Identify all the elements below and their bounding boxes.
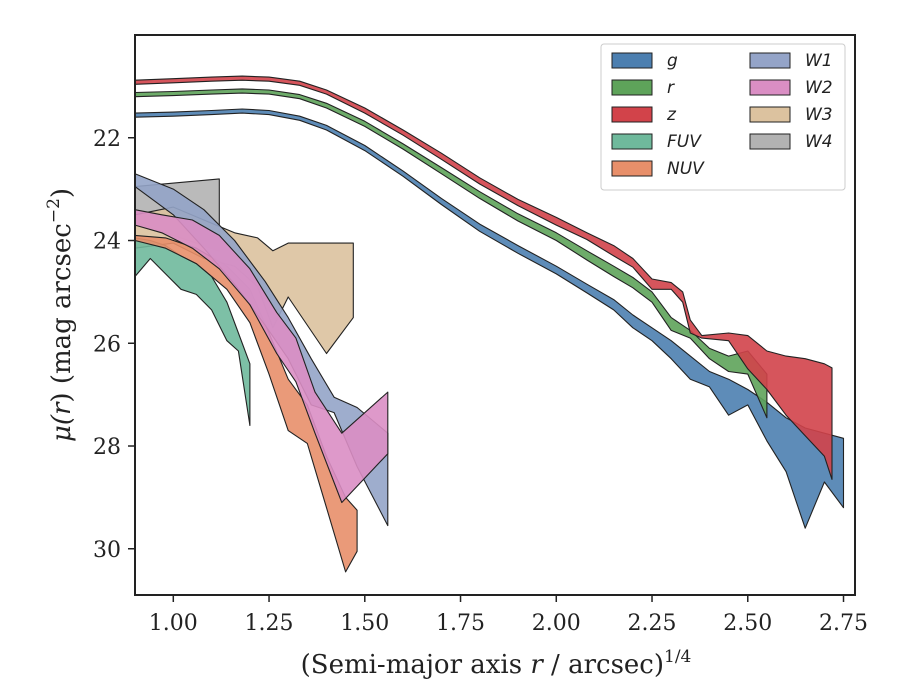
legend-label-fuv: FUV: [667, 132, 702, 152]
plot-bands: [134, 75, 845, 573]
legend-label-g: g: [667, 51, 678, 71]
legend: grz FUV NUV W1 W2 W3 W4: [600, 43, 846, 191]
x-tick-label: 1.75: [436, 611, 485, 636]
band-g: [134, 108, 845, 529]
legend-swatch-fuv: [611, 133, 653, 150]
legend-swatch-z: [611, 106, 653, 123]
legend-swatch-w1: [749, 52, 791, 69]
axes-frame: [134, 34, 856, 596]
legend-swatch-nuv: [611, 160, 653, 177]
x-axis-label: (Semi-major axis r / arcsec)1/4: [301, 647, 692, 680]
x-tick-label: 2.75: [819, 611, 868, 636]
band-z: [134, 75, 833, 480]
band-r: [134, 88, 768, 419]
y-tick-label: 30: [93, 538, 121, 563]
legend-label-w1: W1: [805, 51, 833, 71]
band-w2: [134, 209, 389, 504]
x-tick-label: 2.00: [532, 611, 581, 636]
x-tick-label: 1.00: [149, 611, 198, 636]
ticks: 1.00 1.25 1.50 1.75 2.00 2.25 2.50 2.75 22 24 26 28…: [93, 127, 868, 636]
legend-label-r: r: [667, 78, 675, 98]
legend-swatch-g: [611, 52, 653, 69]
x-tick-label: 2.25: [628, 611, 677, 636]
x-tick-label: 2.50: [723, 611, 772, 636]
y-tick-label: 26: [93, 332, 121, 357]
legend-swatch-r: [611, 79, 653, 96]
legend-swatch-w2: [749, 79, 791, 96]
y-tick-label: 24: [93, 230, 121, 255]
legend-label-w3: W3: [805, 105, 833, 125]
legend-label-w2: W2: [805, 78, 833, 98]
legend-swatch-w3: [749, 106, 791, 123]
legend-label-w4: W4: [805, 132, 833, 152]
x-tick-label: 1.50: [340, 611, 389, 636]
y-tick-label: 28: [93, 435, 121, 460]
legend-label-nuv: NUV: [667, 159, 705, 179]
y-axis-label: μ(r) (mag arcsec−2): [44, 188, 77, 442]
y-tick-label: 22: [93, 127, 121, 152]
legend-label-z: z: [666, 105, 677, 125]
legend-swatch-w4: [749, 133, 791, 150]
x-tick-label: 1.25: [245, 611, 294, 636]
